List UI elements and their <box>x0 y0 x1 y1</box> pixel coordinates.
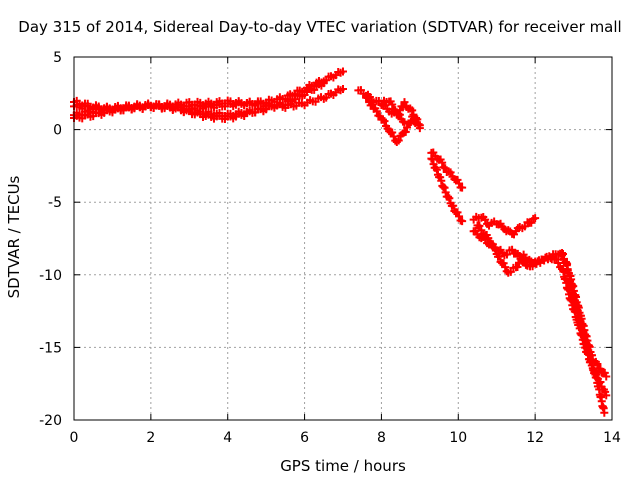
data-point <box>400 98 409 107</box>
data-point <box>415 124 424 133</box>
series-track-10 <box>469 212 540 239</box>
data-point <box>596 378 605 387</box>
data-point <box>458 183 467 192</box>
data-point <box>593 359 602 368</box>
data-point <box>519 250 528 259</box>
data-point <box>502 250 511 259</box>
data-point <box>363 93 372 102</box>
data-point <box>339 84 347 93</box>
data-point <box>453 208 462 217</box>
data-point <box>592 370 601 379</box>
x-tick-label: 0 <box>70 430 79 446</box>
data-point <box>394 109 403 118</box>
data-point <box>600 408 609 417</box>
data-point <box>444 192 453 201</box>
data-point <box>440 183 449 192</box>
y-tick-label: 5 <box>53 50 62 66</box>
data-point <box>388 100 397 109</box>
series-track-13 <box>558 249 611 381</box>
y-tick-label: -20 <box>39 413 62 429</box>
data-point <box>453 175 462 184</box>
x-tick-label: 10 <box>449 430 467 446</box>
data-point <box>449 201 458 210</box>
data-point <box>490 243 499 252</box>
data-point <box>388 128 397 137</box>
data-point <box>602 391 611 400</box>
y-tick-label: -15 <box>39 340 62 356</box>
data-point <box>403 123 412 132</box>
data-point <box>520 222 529 231</box>
data-point <box>481 215 490 224</box>
y-tick-label: 0 <box>53 123 62 139</box>
data-point <box>513 262 522 271</box>
data-point <box>446 168 455 177</box>
x-tick-label: 8 <box>377 430 386 446</box>
y-tick-label: -10 <box>39 268 62 284</box>
data-point <box>394 136 403 145</box>
data-point <box>378 115 387 124</box>
data-point <box>531 214 540 223</box>
data-point <box>484 234 493 243</box>
series-track-6 <box>362 93 424 147</box>
data-point <box>401 127 410 136</box>
data-point <box>602 372 611 381</box>
data-point <box>372 107 381 116</box>
data-point <box>262 105 271 114</box>
plot-frame <box>73 56 613 421</box>
series-track-11 <box>469 226 609 417</box>
axis-ticks: 0 2 4 6 8 10 12 14 5 0 -5 -10 -15 -20 <box>39 50 621 446</box>
data-point <box>499 259 508 268</box>
data-point <box>432 165 441 174</box>
data-point <box>438 158 447 167</box>
data-point <box>554 258 563 267</box>
data-point <box>455 179 464 188</box>
data-point <box>501 263 510 272</box>
series-track-8 <box>427 148 467 192</box>
x-axis-label: GPS time / hours <box>280 457 406 475</box>
x-tick-label: 4 <box>223 430 232 446</box>
data-point <box>475 221 484 230</box>
data-point <box>495 252 504 261</box>
chart-title: Day 315 of 2014, Sidereal Day-to-day VTE… <box>18 18 622 36</box>
series-track-9 <box>427 154 467 226</box>
data-point <box>400 118 409 127</box>
data-point <box>395 110 404 119</box>
series-track-7 <box>377 96 409 127</box>
x-tick-label: 6 <box>300 430 309 446</box>
data-point <box>437 176 446 185</box>
x-tick-label: 2 <box>146 430 155 446</box>
x-tick-label: 12 <box>526 430 544 446</box>
data-point <box>389 132 398 141</box>
data-point <box>319 79 328 88</box>
y-tick-label: -5 <box>48 195 62 211</box>
data-point <box>441 188 450 197</box>
data-point <box>380 117 389 126</box>
data-point <box>339 67 347 76</box>
x-tick-label: 14 <box>603 430 621 446</box>
data-point <box>491 245 500 254</box>
data-point <box>445 194 454 203</box>
data-point <box>428 155 437 164</box>
data-point <box>458 217 467 226</box>
grid <box>74 57 612 420</box>
data-point <box>455 212 464 221</box>
data-point <box>506 267 515 276</box>
series-track-12 <box>473 221 611 400</box>
data-point <box>408 112 417 121</box>
data-points <box>70 67 611 417</box>
